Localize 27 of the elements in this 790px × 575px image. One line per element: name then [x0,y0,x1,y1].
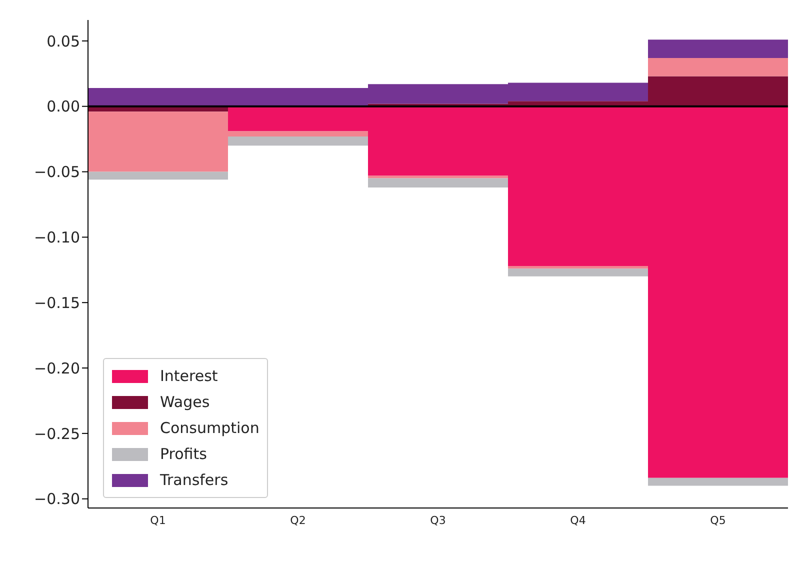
y-tick-label: −0.10 [34,228,80,247]
bar [508,266,648,269]
bar [88,172,228,180]
legend-label: Transfers [160,471,228,489]
x-tick-label: Q3 [430,514,446,527]
x-tick-label: Q4 [570,514,586,527]
legend-label: Consumption [160,419,260,437]
legend-label: Interest [160,367,218,385]
bar [648,478,788,486]
y-tick-label: −0.05 [34,163,80,182]
x-tick-label: Q5 [710,514,726,527]
legend-label: Wages [160,393,210,411]
x-tick-label: Q1 [150,514,166,527]
bar [648,40,788,58]
x-tick-label: Q2 [290,514,306,527]
bar [368,176,508,178]
y-tick-label: 0.00 [46,98,80,116]
y-tick-label: −0.30 [34,490,80,508]
bar [648,58,788,76]
bar [228,136,368,146]
legend-label: Profits [160,445,207,463]
y-tick-label: −0.15 [34,294,80,312]
y-tick-label: −0.25 [34,424,80,443]
y-tick-label: 0.05 [46,32,80,50]
bar [368,178,508,188]
y-tick-label: −0.20 [34,359,80,378]
bar [508,268,648,276]
